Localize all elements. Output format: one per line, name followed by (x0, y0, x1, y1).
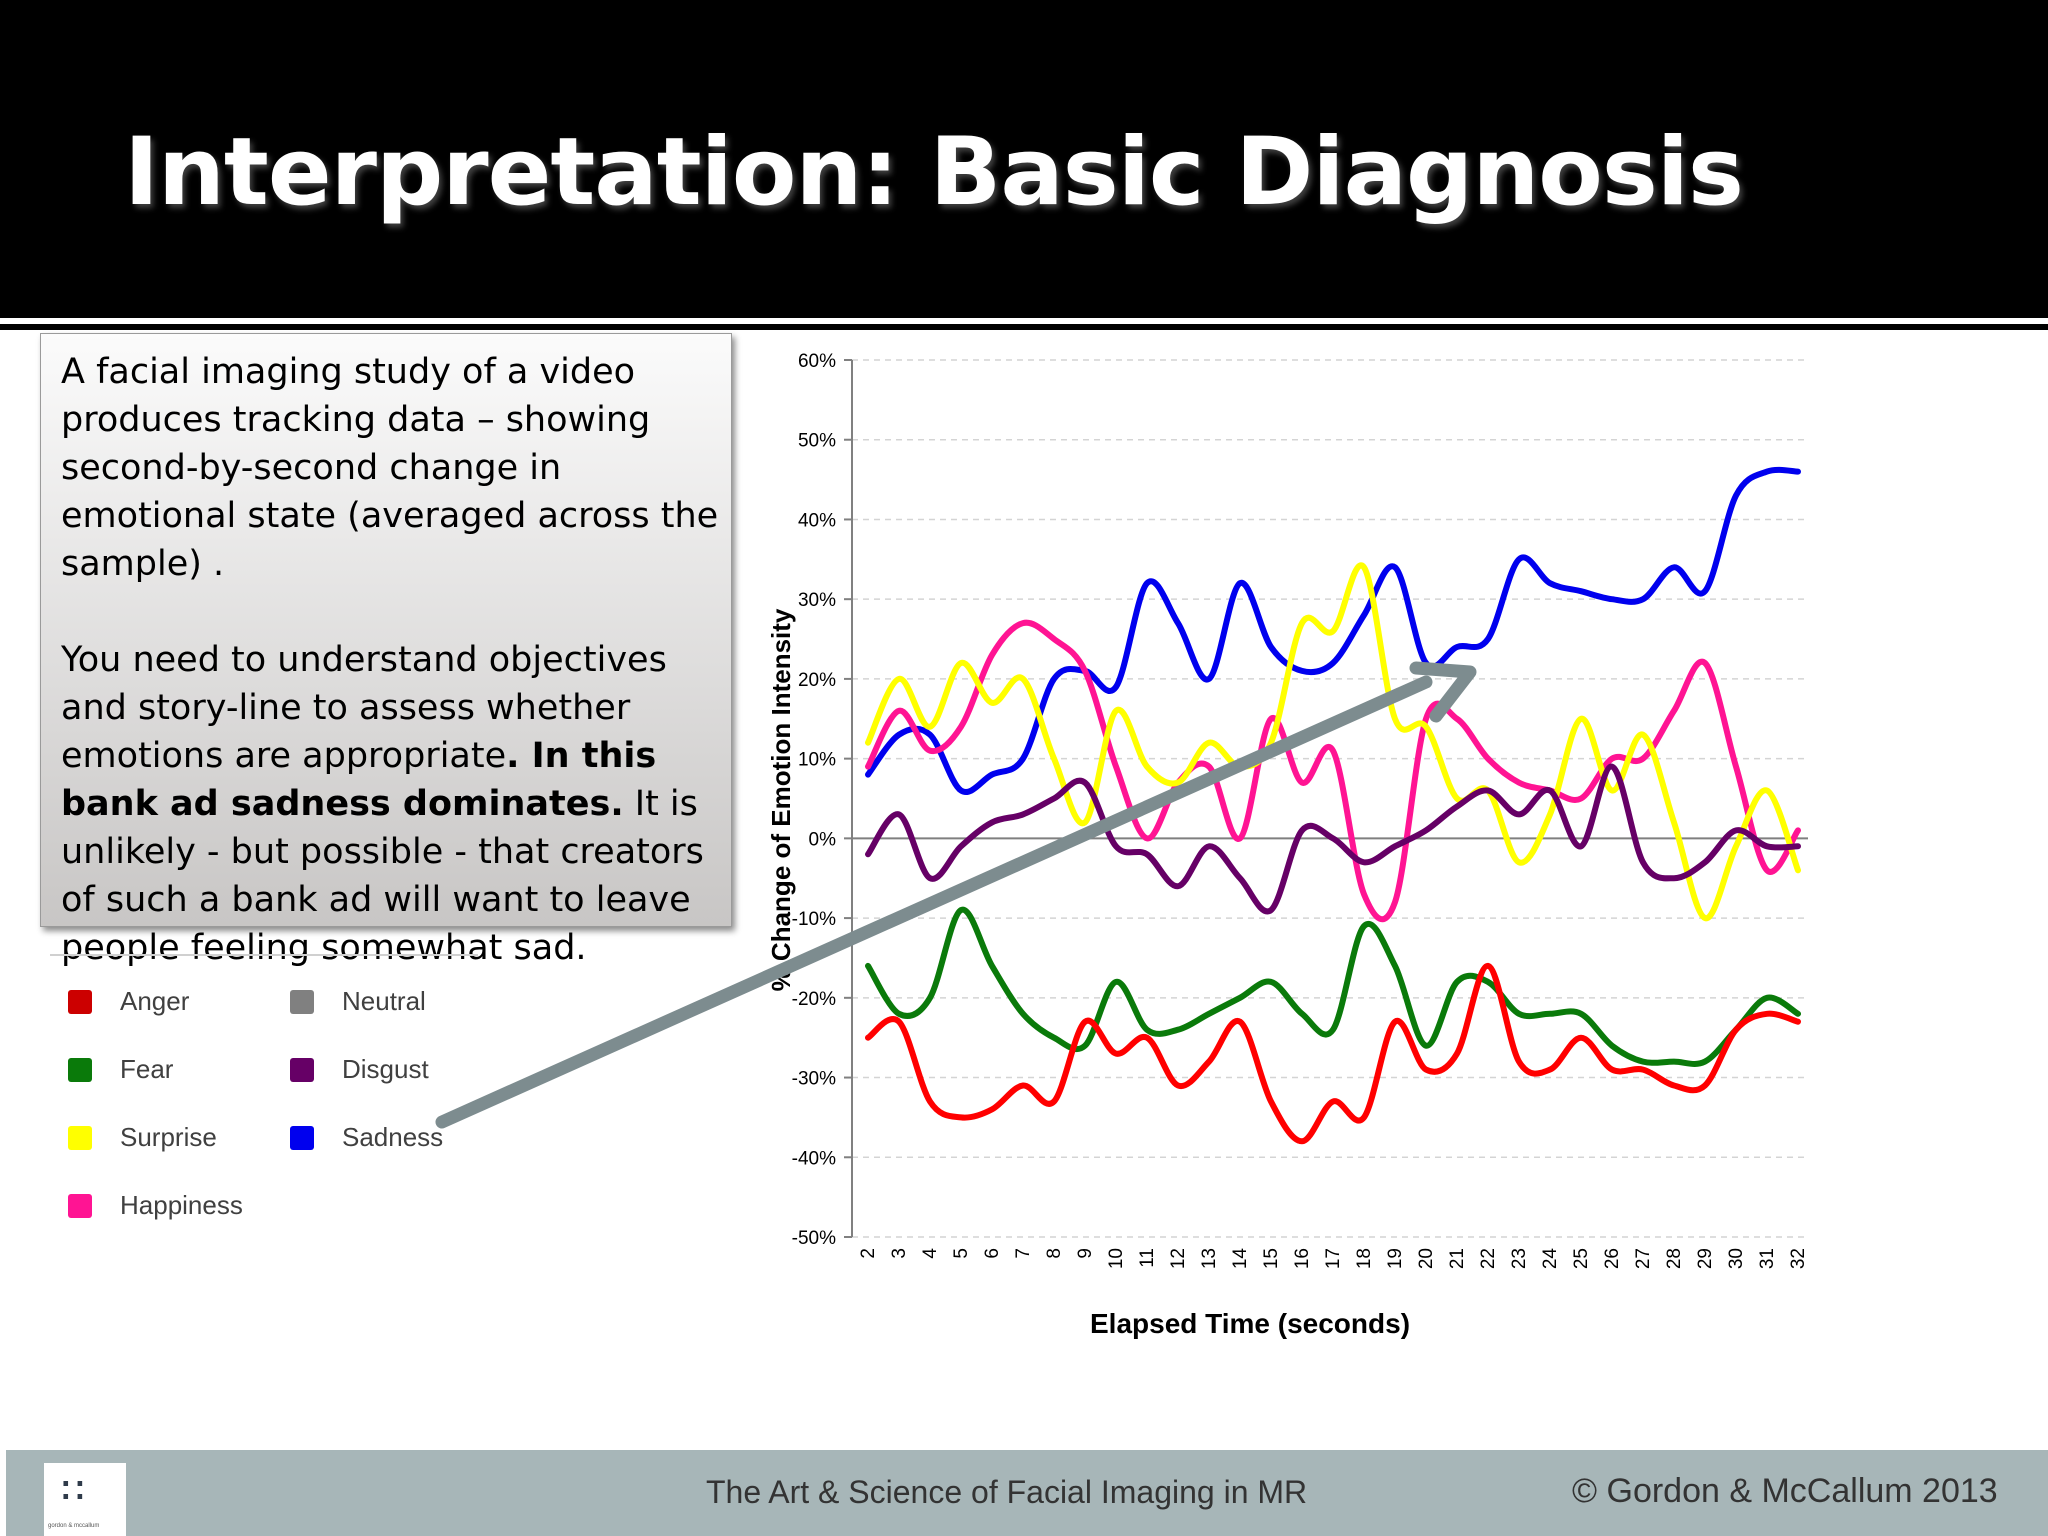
chart-legend: Anger Neutral Fear Disgust Surprise Sadn… (50, 954, 478, 1220)
arrow-shaft (435, 675, 1433, 1129)
x-tick-label: 31 (1757, 1248, 1778, 1269)
x-tick-label: 24 (1540, 1248, 1561, 1270)
x-tick-label: 7 (1013, 1248, 1034, 1259)
y-tick-label: 0% (809, 829, 837, 850)
x-tick-label: 16 (1292, 1248, 1313, 1269)
fear-swatch (68, 1057, 92, 1082)
x-tick-label: 8 (1044, 1248, 1065, 1259)
legend-label-fear: Fear (120, 1054, 174, 1084)
x-tick-label: 15 (1261, 1248, 1282, 1269)
series-line-disgust (865, 763, 1801, 915)
x-tick-label: 32 (1788, 1248, 1809, 1269)
x-tick-labels: 2 3 4 5 6 7 8 9 10 11 12 13 14 15 16 17 18 19 20 21 22 23 24 25… (858, 1248, 1809, 1270)
series-line-surprise (865, 562, 1801, 922)
legend-label-happiness: Happiness (120, 1190, 243, 1220)
legend-label-surprise: Surprise (120, 1122, 217, 1152)
x-tick-label: 29 (1695, 1248, 1716, 1269)
disgust-swatch (290, 1057, 314, 1082)
logo-grid-icon: ∷ (62, 1472, 84, 1510)
legend-item-disgust: Disgust (290, 1054, 429, 1085)
legend-label-sadness: Sadness (342, 1122, 444, 1152)
x-tick-label: 10 (1106, 1248, 1127, 1269)
y-tick-label: 50% (798, 431, 836, 452)
x-tick-label: 26 (1602, 1248, 1623, 1269)
y-tick-label: -30% (792, 1069, 836, 1090)
y-axis-title: % Change of Emotion Intensity (766, 608, 796, 991)
description-paragraph-1: A facial imaging study of a video produc… (61, 352, 719, 584)
description-paragraph-2: You need to understand objectives and st… (61, 636, 731, 972)
legend-item-neutral: Neutral (290, 986, 426, 1017)
x-tick-label: 6 (982, 1248, 1003, 1259)
paragraph-2-part-a: You need to understand objectives and st… (61, 640, 667, 776)
logo-text: gordon & mccallum (48, 1523, 100, 1529)
title-bar: Interpretation: Basic Diagnosis (0, 0, 2048, 318)
x-tick-label: 4 (920, 1248, 941, 1259)
y-tick-label: -40% (792, 1148, 836, 1169)
x-tick-label: 11 (1137, 1248, 1158, 1268)
legend-item-fear: Fear (68, 1054, 173, 1085)
x-tick-label: 19 (1385, 1248, 1406, 1269)
neutral-swatch (290, 989, 314, 1014)
x-tick-label: 18 (1354, 1248, 1375, 1269)
legend-item-happiness: Happiness (68, 1190, 243, 1221)
series-lines (865, 466, 1801, 1145)
arrow-head (1409, 661, 1477, 723)
y-tick-label: -50% (792, 1228, 836, 1249)
y-tick-labels: 60% 50% 40% 30% 20% 10% 0% -10% -20% -30% -40% -50% (792, 351, 836, 1249)
x-tick-label: 12 (1168, 1248, 1189, 1269)
legend-item-sadness: Sadness (290, 1122, 443, 1153)
slide-title: Interpretation: Basic Diagnosis (124, 118, 1744, 227)
surprise-swatch (68, 1125, 92, 1150)
legend-label-disgust: Disgust (342, 1054, 429, 1084)
description-textbox: A facial imaging study of a video produc… (40, 333, 732, 968)
x-tick-label: 28 (1664, 1248, 1685, 1269)
x-tick-label: 14 (1230, 1248, 1251, 1270)
x-tick-label: 5 (951, 1248, 972, 1259)
legend-item-anger: Anger (68, 986, 189, 1017)
x-axis-title: Elapsed Time (seconds) (1090, 1308, 1410, 1339)
title-divider (0, 324, 2048, 330)
legend-label-anger: Anger (120, 986, 190, 1016)
x-tick-label: 13 (1199, 1248, 1220, 1269)
x-tick-label: 9 (1075, 1248, 1096, 1259)
sadness-dominates-highlight: . In this bank ad sadness dominates. (61, 736, 657, 824)
y-tick-label: 20% (798, 670, 836, 691)
y-tick-label: 30% (798, 590, 836, 611)
x-tick-label: 27 (1633, 1248, 1654, 1269)
x-tick-label: 22 (1478, 1248, 1499, 1269)
series-line-happiness (865, 619, 1801, 923)
series-line-sadness (865, 466, 1801, 795)
x-tick-label: 20 (1416, 1248, 1437, 1269)
x-tick-label: 25 (1571, 1248, 1592, 1269)
company-logo: ∷ gordon & mccallum (44, 1463, 126, 1536)
y-tick-label: 10% (798, 750, 836, 771)
y-tick-label: 40% (798, 510, 836, 531)
happiness-swatch (68, 1193, 92, 1218)
x-tick-label: 2 (858, 1248, 879, 1259)
y-tick-label: -20% (792, 989, 836, 1010)
legend-label-neutral: Neutral (342, 986, 426, 1016)
y-tick-label: -10% (792, 909, 836, 930)
x-tick-label: 3 (889, 1248, 910, 1259)
footer-bar: ∷ gordon & mccallum The Art & Science of… (6, 1450, 2048, 1536)
y-tick-label: 60% (798, 351, 836, 372)
footer-copyright: © Gordon & McCallum 2013 (1572, 1472, 1998, 1510)
x-tick-label: 17 (1323, 1248, 1344, 1269)
paragraph-2-part-c: It is unlikely - but possible - that cre… (61, 784, 704, 968)
x-tick-label: 21 (1447, 1248, 1468, 1269)
x-tick-label: 23 (1509, 1248, 1530, 1269)
annotation-arrow (435, 661, 1477, 1129)
sadness-swatch (290, 1125, 314, 1150)
footer-course-title: The Art & Science of Facial Imaging in M… (706, 1474, 1308, 1510)
anger-swatch (68, 989, 92, 1014)
x-tick-label: 30 (1726, 1248, 1747, 1269)
series-line-anger (865, 962, 1801, 1145)
series-line-fear (865, 907, 1801, 1067)
legend-item-surprise: Surprise (68, 1122, 217, 1153)
